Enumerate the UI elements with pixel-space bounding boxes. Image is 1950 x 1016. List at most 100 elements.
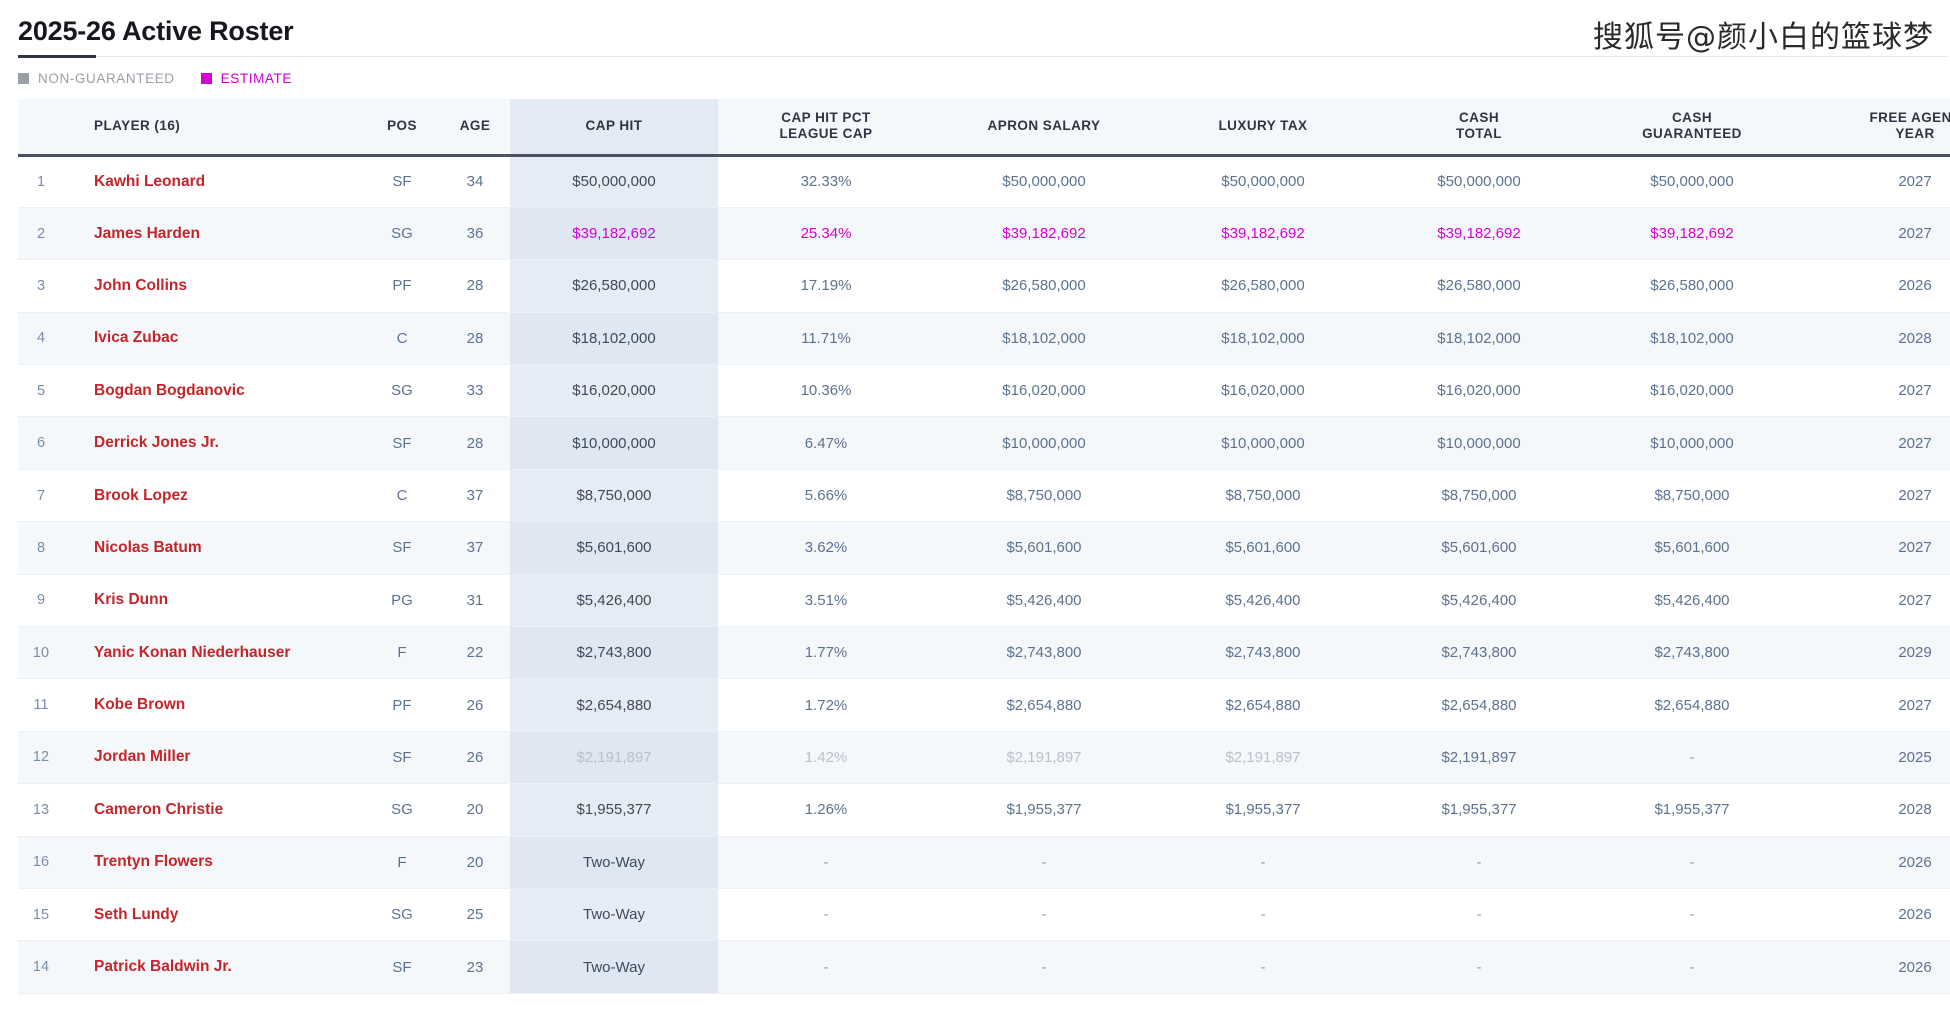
cell-luxury-tax: $5,426,400 [1154, 574, 1372, 628]
cell-free-agent-year: 2027 [1798, 364, 1950, 418]
cell-cap-hit-pct: 6.47% [718, 416, 934, 470]
cell-luxury-tax: $10,000,000 [1154, 416, 1372, 470]
cell-position: SG [364, 364, 440, 418]
cell-player-name[interactable]: Kobe Brown [64, 678, 364, 732]
cell-free-agent-year: 2028 [1798, 783, 1950, 837]
legend-item-estimate[interactable]: ESTIMATE [200, 71, 292, 86]
table-row[interactable]: 7 Brook Lopez C 37 $8,750,000 5.66% $8,750,000… [18, 469, 1950, 523]
cell-luxury-tax: $18,102,000 [1154, 312, 1372, 366]
cell-player-name[interactable]: Kris Dunn [64, 574, 364, 628]
table-row[interactable]: 9 Kris Dunn PG 31 $5,426,400 3.51% $5,426,400 $… [18, 574, 1950, 628]
table-row[interactable]: 8 Nicolas Batum SF 37 $5,601,600 3.62% $5,601,… [18, 521, 1950, 575]
cell-player-name[interactable]: Patrick Baldwin Jr. [64, 940, 364, 994]
table-row[interactable]: 11 Kobe Brown PF 26 $2,654,880 1.72% $2,654,88… [18, 678, 1950, 732]
cell-cash-total: $16,020,000 [1372, 364, 1586, 418]
column-header-cash-total[interactable]: CASH TOTAL [1372, 99, 1586, 157]
cell-cap-hit: $16,020,000 [510, 364, 718, 418]
table-row[interactable]: 13 Cameron Christie SG 20 $1,955,377 1.26% $1,… [18, 783, 1950, 837]
cell-cash-guaranteed: $26,580,000 [1586, 259, 1798, 313]
cell-luxury-tax: $2,654,880 [1154, 678, 1372, 732]
cell-player-name[interactable]: Trentyn Flowers [64, 836, 364, 889]
table-row[interactable]: 15 Seth Lundy SG 25 Two-Way - - - - -2026 [18, 888, 1950, 942]
cell-age: 37 [440, 469, 510, 523]
cell-player-name[interactable]: Ivica Zubac [64, 312, 364, 366]
cell-cap-hit-pct: 1.42% [718, 731, 934, 785]
table-row[interactable]: 2 James Harden SG 36 $39,182,692 25.34% $39,18… [18, 207, 1950, 261]
cell-player-name[interactable]: Nicolas Batum [64, 521, 364, 575]
cell-player-name[interactable]: Kawhi Leonard [64, 155, 364, 208]
cell-rank: 7 [18, 469, 64, 523]
table-row[interactable]: 1 Kawhi Leonard SF 34 $50,000,000 32.33% $50,0… [18, 155, 1950, 208]
cell-cap-hit: $2,654,880 [510, 678, 718, 732]
cell-luxury-tax: $5,601,600 [1154, 521, 1372, 575]
cell-cap-hit: $18,102,000 [510, 312, 718, 366]
column-header-cash-total-line1: CASH [1458, 109, 1500, 125]
column-header-age[interactable]: AGE [440, 99, 510, 157]
legend-item-non-guaranteed[interactable]: NON-GUARANTEED [18, 71, 175, 86]
cell-position: SF [364, 155, 440, 208]
cell-player-name[interactable]: Yanic Konan Niederhauser [64, 626, 364, 680]
cell-cash-guaranteed: $8,750,000 [1586, 469, 1798, 523]
table-row[interactable]: 6 Derrick Jones Jr. SF 28 $10,000,000 6.47% $1… [18, 416, 1950, 470]
cell-player-name[interactable]: Derrick Jones Jr. [64, 416, 364, 470]
cell-cash-guaranteed: $1,955,377 [1586, 783, 1798, 837]
cell-rank: 4 [18, 312, 64, 366]
cell-luxury-tax: $1,955,377 [1154, 783, 1372, 837]
cell-free-agent-year: 2027 [1798, 521, 1950, 575]
column-header-apron-salary[interactable]: APRON SALARY [934, 99, 1154, 157]
cell-cap-hit: $26,580,000 [510, 259, 718, 313]
cell-player-name[interactable]: John Collins [64, 259, 364, 313]
cell-age: 22 [440, 626, 510, 680]
cell-rank: 16 [18, 836, 64, 889]
cell-cash-total: $50,000,000 [1372, 155, 1586, 208]
cell-player-name[interactable]: Bogdan Bogdanovic [64, 364, 364, 418]
cell-age: 23 [440, 940, 510, 994]
column-header-rank[interactable] [18, 99, 64, 157]
column-header-pos[interactable]: POS [364, 99, 440, 157]
cell-player-name[interactable]: James Harden [64, 207, 364, 261]
table-row[interactable]: 3 John Collins PF 28 $26,580,000 17.19% $26,58… [18, 259, 1950, 313]
cell-cap-hit: $5,601,600 [510, 521, 718, 575]
table-row[interactable]: 10 Yanic Konan Niederhauser F 22 $2,743,800 1… [18, 626, 1950, 680]
column-header-free-agent-year[interactable]: FREE AGENT YEAR [1798, 99, 1950, 157]
cell-cap-hit-pct: 3.51% [718, 574, 934, 628]
legend: NON-GUARANTEED ESTIMATE [0, 57, 1950, 87]
cell-apron-salary: - [934, 940, 1154, 994]
cell-free-agent-year: 2025 [1798, 731, 1950, 785]
cell-cash-total: $5,426,400 [1372, 574, 1586, 628]
cell-rank: 12 [18, 731, 64, 785]
table-row[interactable]: 12 Jordan Miller SF 26 $2,191,897 1.42% $2,191… [18, 731, 1950, 785]
column-header-luxury-tax[interactable]: LUXURY TAX [1154, 99, 1372, 157]
cell-player-name[interactable]: Cameron Christie [64, 783, 364, 837]
table-row[interactable]: 5 Bogdan Bogdanovic SG 33 $16,020,000 10.36% $… [18, 364, 1950, 418]
cell-free-agent-year: 2027 [1798, 207, 1950, 261]
cell-cap-hit-pct: 11.71% [718, 312, 934, 366]
page-title: 2025-26 Active Roster [18, 16, 294, 46]
cell-free-agent-year: 2026 [1798, 836, 1950, 889]
column-header-cash-guaranteed[interactable]: CASH GUARANTEED [1586, 99, 1798, 157]
cell-position: F [364, 626, 440, 680]
cell-cash-total: $2,654,880 [1372, 678, 1586, 732]
column-header-player[interactable]: PLAYER (16) [64, 99, 364, 157]
cell-luxury-tax: $2,191,897 [1154, 731, 1372, 785]
cell-player-name[interactable]: Jordan Miller [64, 731, 364, 785]
cell-cap-hit: $2,191,897 [510, 731, 718, 785]
cell-cap-hit: $50,000,000 [510, 155, 718, 208]
column-header-free-agent-year-line1: FREE AGENT [1869, 109, 1950, 125]
cell-player-name[interactable]: Brook Lopez [64, 469, 364, 523]
cell-cash-guaranteed: $16,020,000 [1586, 364, 1798, 418]
table-row[interactable]: 16 Trentyn Flowers F 20 Two-Way - - - - -2026 [18, 836, 1950, 889]
cell-rank: 8 [18, 521, 64, 575]
table-row[interactable]: 4 Ivica Zubac C 28 $18,102,000 11.71% $18,102,… [18, 312, 1950, 366]
cell-player-name[interactable]: Seth Lundy [64, 888, 364, 942]
table-row[interactable]: 14 Patrick Baldwin Jr. SF 23 Two-Way - - - - -202… [18, 940, 1950, 994]
cell-cap-hit-pct: 17.19% [718, 259, 934, 313]
cell-cap-hit: $5,426,400 [510, 574, 718, 628]
column-header-cap-hit[interactable]: CAP HIT [510, 99, 718, 157]
cell-cap-hit-pct: 5.66% [718, 469, 934, 523]
cell-position: SF [364, 731, 440, 785]
column-header-cap-hit-pct[interactable]: CAP HIT PCT LEAGUE CAP [718, 99, 934, 157]
cell-age: 28 [440, 312, 510, 366]
cell-rank: 5 [18, 364, 64, 418]
